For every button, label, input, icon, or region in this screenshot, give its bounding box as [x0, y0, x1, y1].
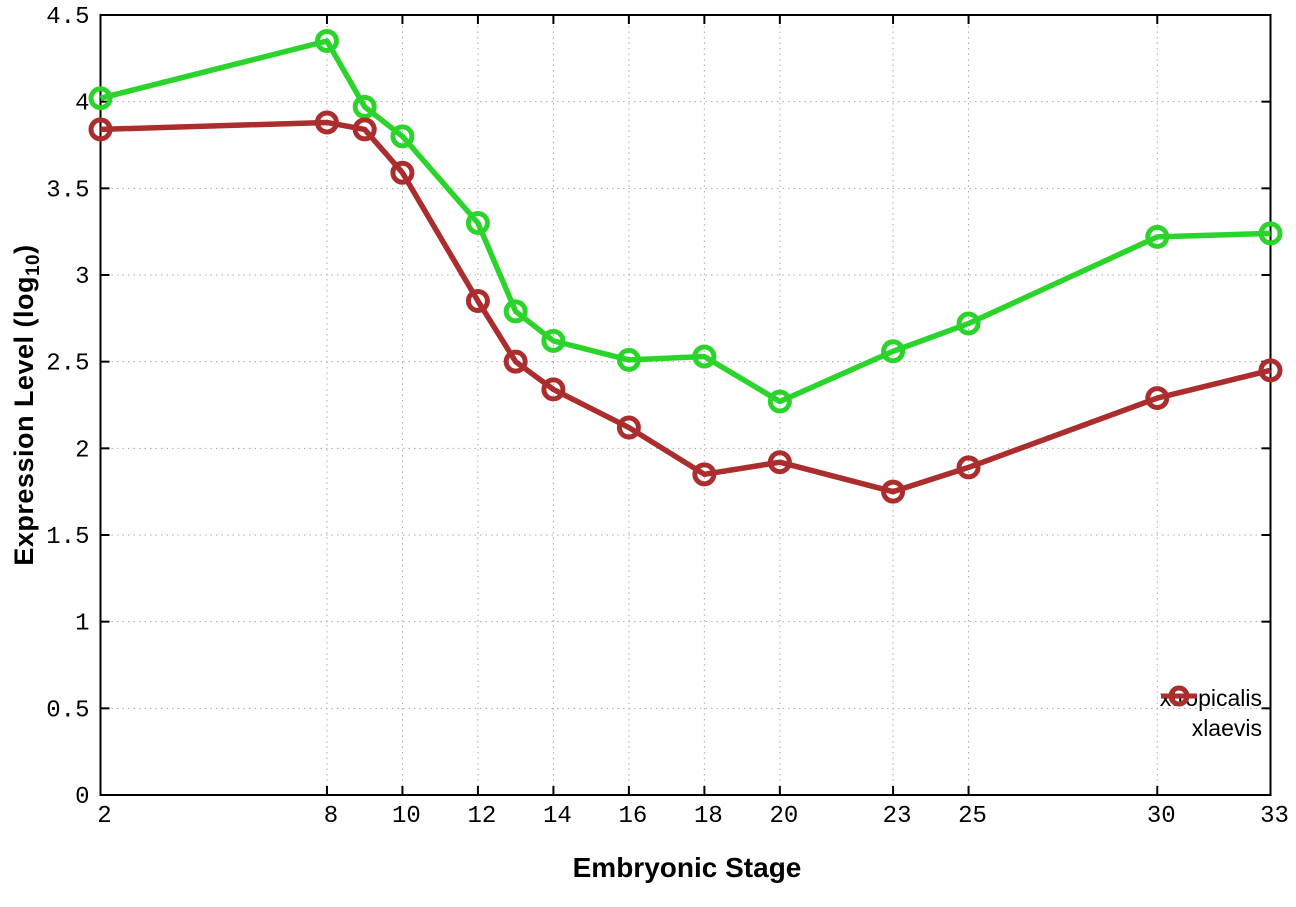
data-point [956, 455, 981, 480]
data-point [352, 117, 377, 142]
x-tick-label: 18 [694, 803, 723, 830]
series-line-xlaevis [100, 119, 1272, 495]
data-point [88, 117, 113, 142]
plot-border [99, 14, 1272, 796]
tick-marks [99, 14, 1272, 796]
y-tick-label: 3 [75, 264, 89, 291]
data-point [616, 347, 641, 372]
legend-item-xlaevis: xlaevis [1160, 685, 1262, 743]
data-point [541, 328, 566, 353]
x-tick-label: 33 [1260, 803, 1289, 830]
data-point [465, 211, 490, 235]
legend-label: xlaevis [1191, 715, 1262, 741]
x-tick-label: 16 [618, 803, 647, 830]
y-tick-label: 1 [75, 611, 89, 638]
y-tick-label: 0 [75, 784, 89, 811]
data-point [503, 349, 528, 374]
data-point [956, 311, 981, 336]
data-point [767, 389, 792, 414]
x-tick-label: 20 [769, 803, 798, 830]
series-markers-xtropicalis [88, 29, 1283, 414]
data-point [1258, 358, 1283, 383]
x-tick-label: 30 [1147, 803, 1176, 830]
y-tick-label: 4 [75, 91, 89, 118]
data-point [88, 86, 113, 111]
x-tick-label: 8 [324, 803, 338, 830]
series-line-xtropicalis [99, 38, 1271, 405]
data-point [881, 479, 906, 504]
data-point [692, 462, 717, 487]
data-point [881, 339, 906, 364]
legend-marker-xlaevis [1160, 685, 1197, 707]
data-point [390, 160, 415, 185]
data-point [390, 124, 415, 149]
data-point [1145, 386, 1170, 411]
y-axis-title: Expression Level (log10) [8, 244, 45, 566]
y-tick-label: 4.5 [46, 4, 89, 31]
y-tick-label: 1.5 [46, 524, 89, 551]
legend: xtropicalis xlaevis [1160, 684, 1262, 743]
x-tick-label: 2 [97, 803, 111, 830]
y-tick-label: 0.5 [46, 697, 89, 724]
series-markers-xlaevis [88, 110, 1283, 504]
data-point [1258, 221, 1283, 246]
y-tick-label: 2 [75, 437, 89, 464]
y-tick-label: 3.5 [46, 177, 89, 204]
data-point [1145, 224, 1170, 249]
x-tick-label: 25 [958, 803, 987, 830]
data-point [314, 110, 339, 135]
x-axis-title: Embryonic Stage [572, 852, 802, 883]
data-point [692, 344, 717, 369]
data-point [314, 29, 339, 53]
gridlines [100, 14, 1271, 796]
data-point [541, 377, 566, 402]
tick-labels: 2 8 10 12 14 16 18 20 23 25 30 33 0 0.5 1 1.5 2 2.5 3 3.5 4 4… [46, 4, 1289, 830]
data-point [352, 94, 377, 119]
data-point [616, 415, 641, 440]
data-point [465, 289, 490, 313]
data-point [767, 450, 792, 475]
data-point [503, 299, 528, 324]
x-tick-label: 12 [468, 803, 497, 830]
x-tick-label: 10 [392, 803, 421, 830]
x-tick-label: 14 [543, 803, 572, 830]
x-tick-label: 23 [883, 803, 912, 830]
y-tick-label: 2.5 [46, 351, 89, 378]
